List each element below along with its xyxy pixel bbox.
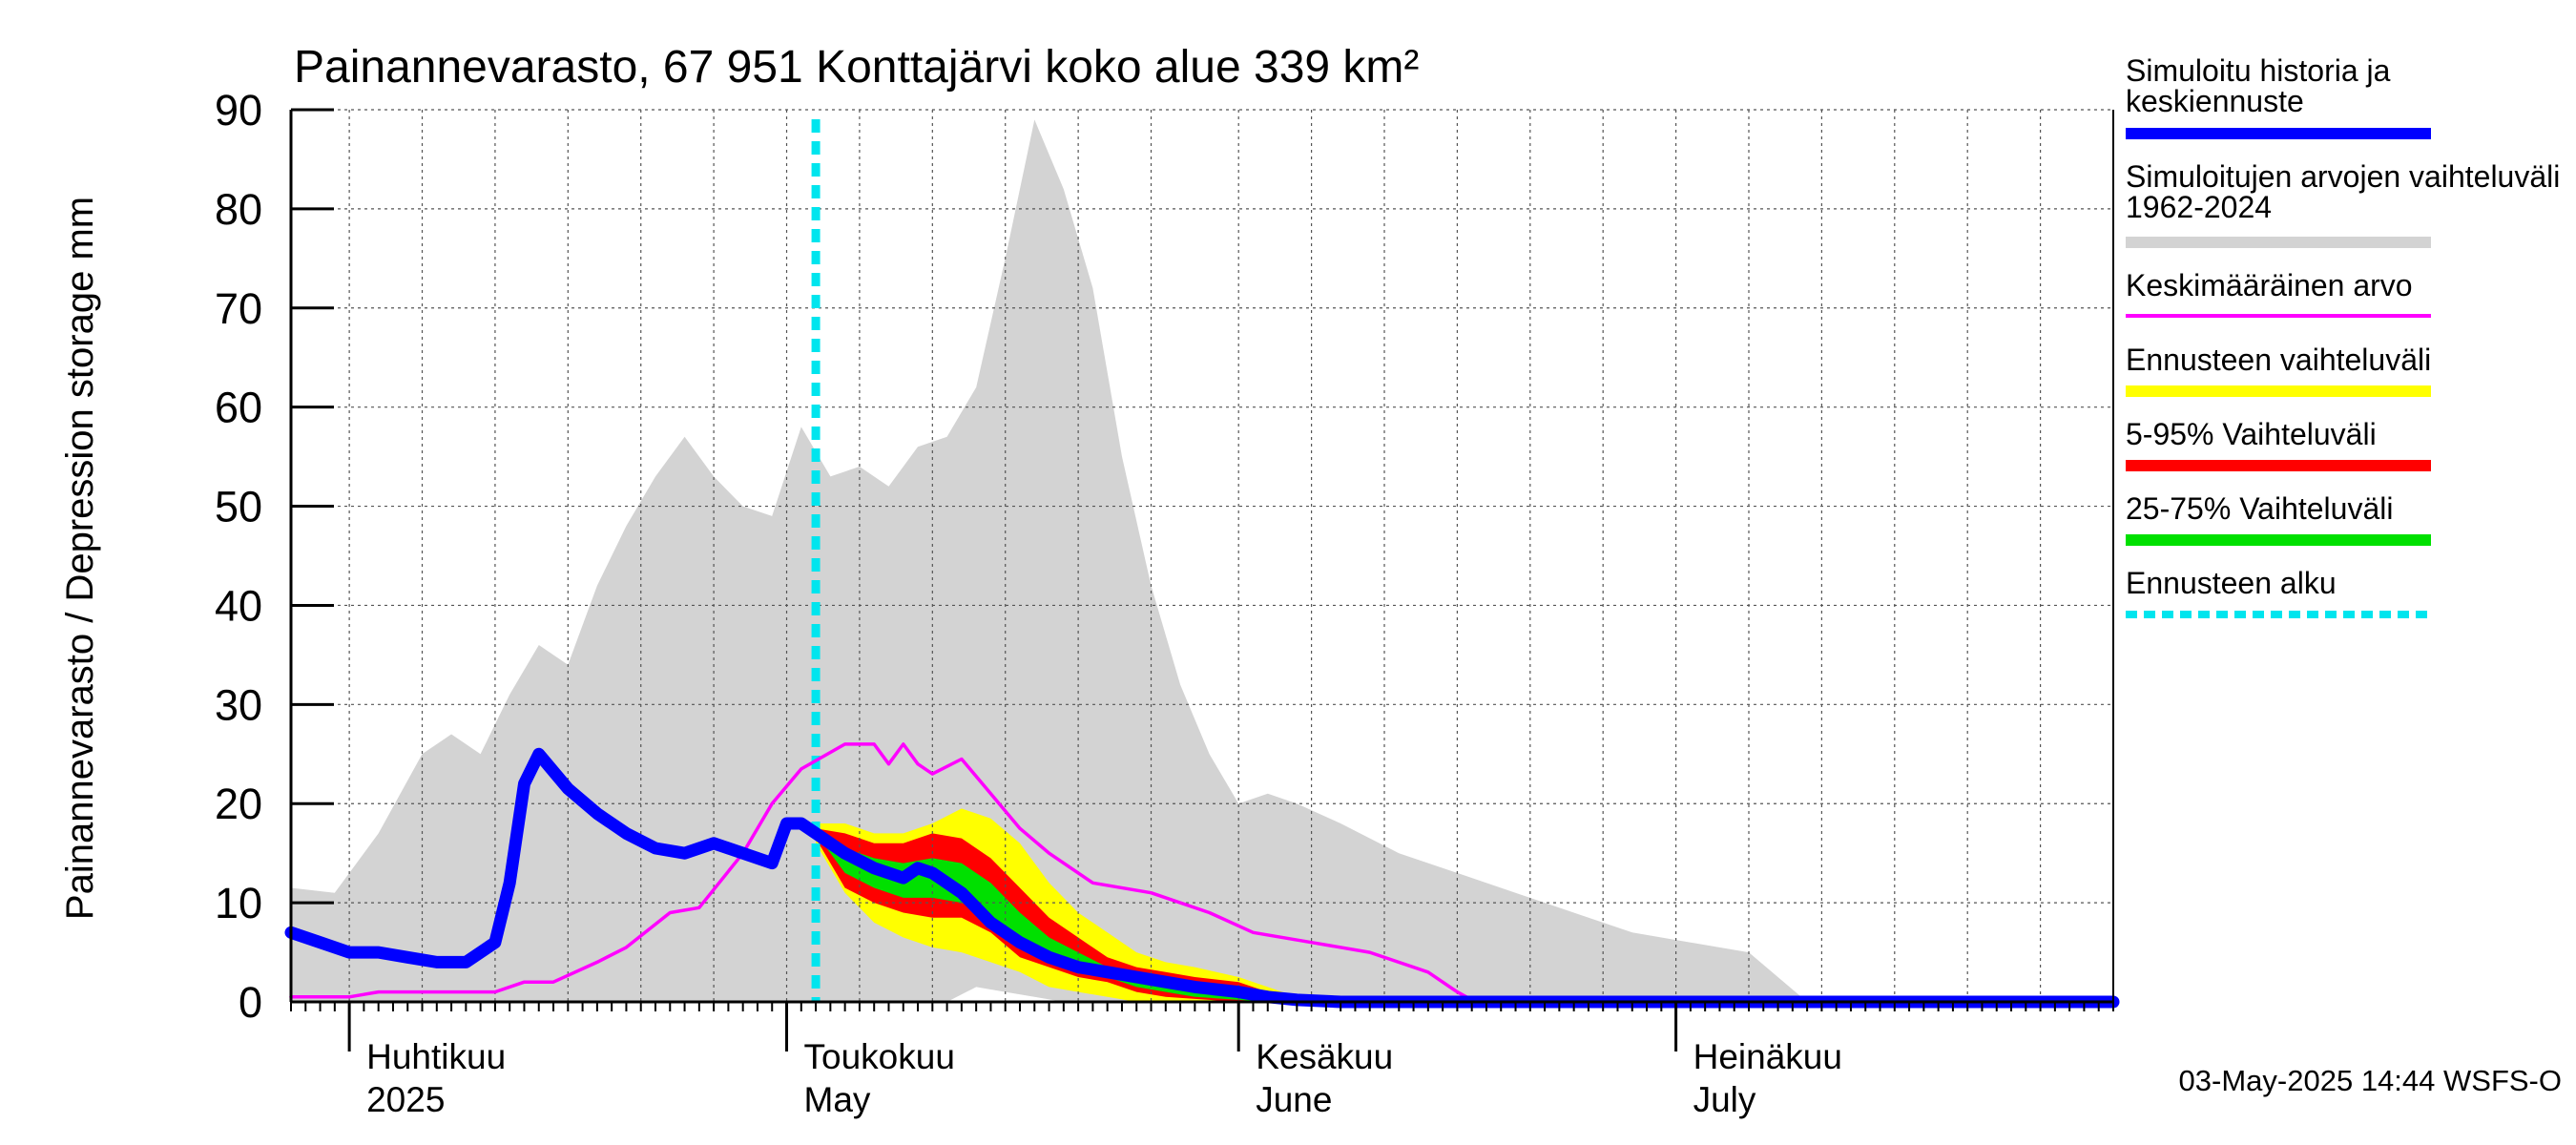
- y-tick-label: 70: [215, 284, 262, 333]
- legend-label: Ennusteen alku: [2126, 566, 2337, 600]
- y-tick-label: 0: [239, 978, 262, 1027]
- x-month-sublabel: May: [804, 1080, 871, 1119]
- x-month-sublabel: June: [1256, 1080, 1332, 1119]
- y-axis-label: Painannevarasto / Depression storage mm: [59, 197, 101, 920]
- line-simuloitu-historia-ja-keskiennuste: [284, 747, 2120, 1009]
- y-tick-label: 90: [215, 86, 262, 135]
- y-tick-label: 10: [215, 879, 262, 927]
- legend-label: Simuloitujen arvojen vaihteluväli: [2126, 159, 2560, 194]
- y-tick-label: 30: [215, 680, 262, 729]
- x-month-label: Heinäkuu: [1693, 1037, 1842, 1076]
- y-tick-label: 40: [215, 581, 262, 630]
- chart-title: Painannevarasto, 67 951 Konttajärvi koko…: [294, 42, 1419, 93]
- line-keskim-r-inen-arvo: [289, 742, 2115, 1002]
- line-layer: [284, 119, 2120, 1009]
- x-month-sublabel: July: [1693, 1080, 1756, 1119]
- x-month-label: Kesäkuu: [1256, 1037, 1393, 1076]
- y-tick-label: 80: [215, 185, 262, 234]
- legend-label: Keskimääräinen arvo: [2126, 268, 2413, 302]
- band-layer: [291, 119, 2113, 1002]
- axes: 0 10 20 30 40 50 60 70 80 90 Huhtikuu 2025 Toukokuu M…: [215, 86, 2114, 1119]
- legend-label: 25-75% Vaihteluväli: [2126, 491, 2393, 526]
- y-tick-label: 50: [215, 483, 262, 531]
- legend-label: Simuloitu historia ja: [2126, 53, 2391, 88]
- timestamp-footer: 03-May-2025 14:44 WSFS-O: [2179, 1064, 2562, 1097]
- legend-label: Ennusteen vaihteluväli: [2126, 343, 2431, 377]
- band-simuloitujen-arvojen-vaihteluv-li-1962-2024: [291, 119, 2113, 1002]
- gridlines: [291, 109, 2113, 1003]
- legend-label: keskiennuste: [2126, 84, 2304, 118]
- x-month-sublabel: 2025: [366, 1080, 445, 1119]
- y-tick-label: 20: [215, 780, 262, 828]
- legend-label: 5-95% Vaihteluväli: [2126, 417, 2377, 451]
- y-tick-label: 60: [215, 384, 262, 432]
- legend-label: 1962-2024: [2126, 190, 2272, 224]
- x-month-label: Huhtikuu: [366, 1037, 506, 1076]
- x-month-label: Toukokuu: [804, 1037, 955, 1076]
